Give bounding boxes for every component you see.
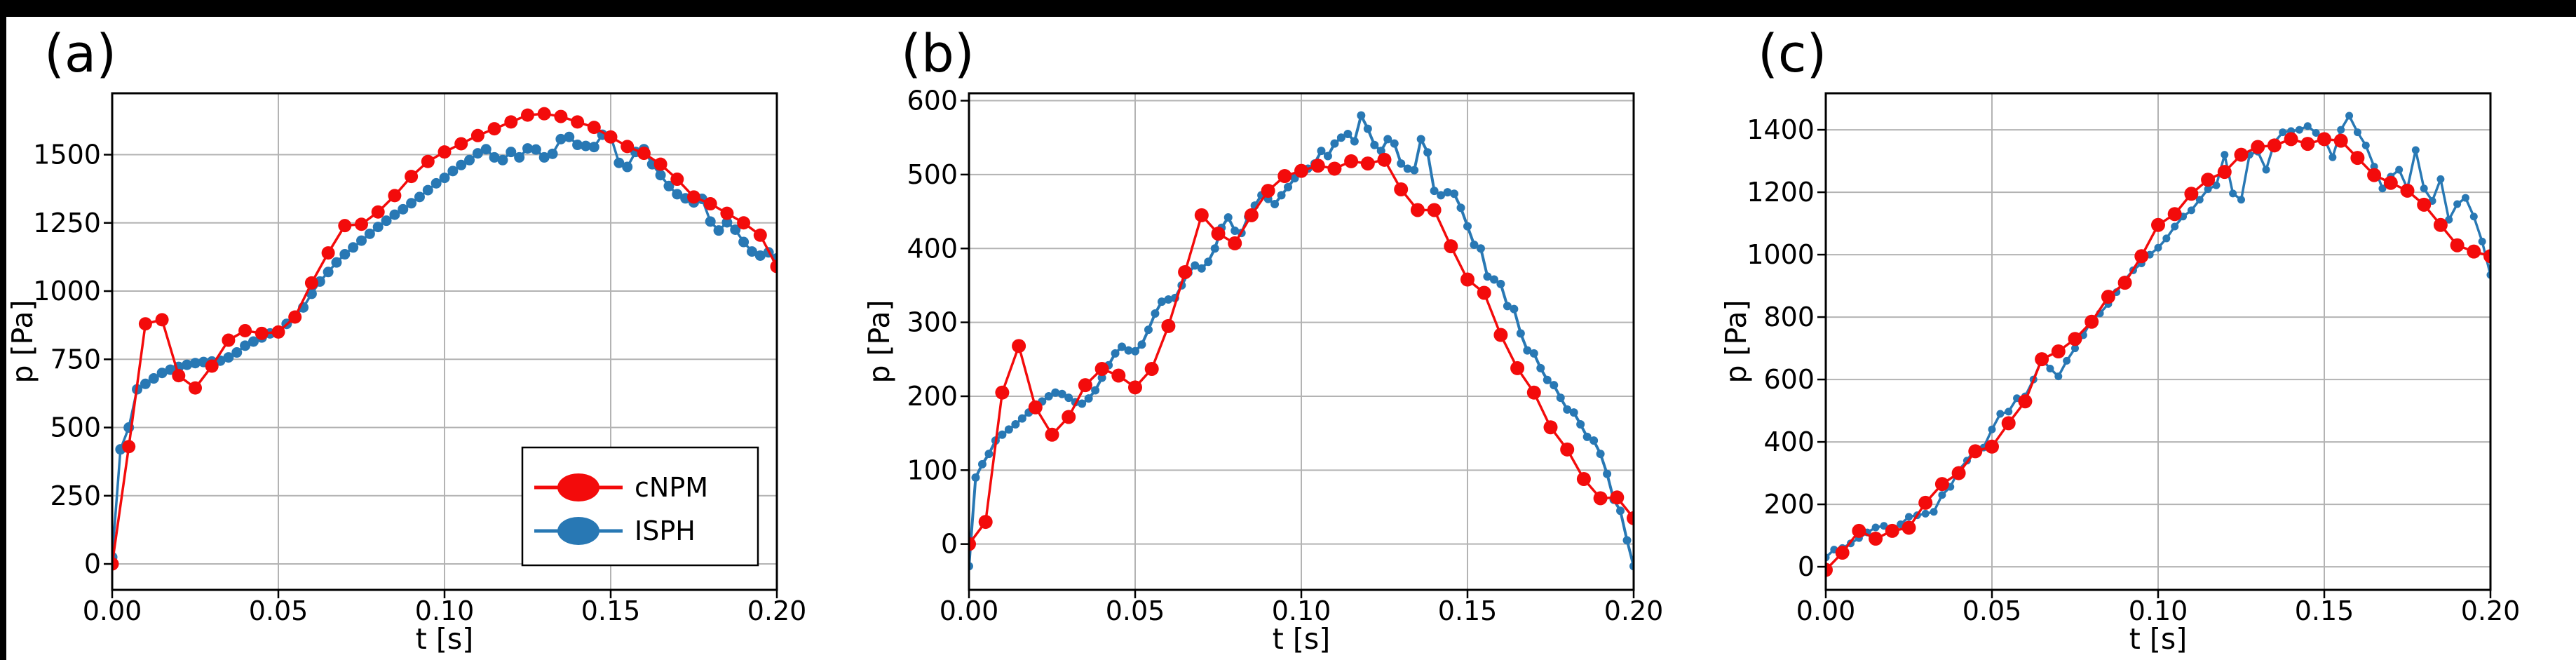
panel-c: 0.00 0.05 0.10 0.15 0.20 0 200 400 600 800 1000 120… — [1719, 24, 2520, 656]
legend-entry-cnpm: cNPM — [534, 472, 708, 503]
y-tick-label: 600 — [907, 86, 958, 116]
y-tick-label: 800 — [1763, 302, 1815, 332]
x-tick-label: 0.00 — [1796, 595, 1856, 626]
y-tick-label: 300 — [907, 307, 958, 338]
y-tick-label: 250 — [50, 480, 101, 511]
panel-label: (c) — [1758, 24, 1826, 84]
y-tick-label: 0 — [84, 548, 101, 579]
x-tick-label: 0.05 — [1962, 595, 2022, 626]
legend-label: ISPH — [635, 516, 696, 546]
y-axis-label: p [Pa] — [862, 299, 896, 383]
cnpm-markers — [112, 107, 777, 571]
top-border — [0, 0, 2576, 17]
y-tick-label: 1000 — [1747, 239, 1815, 270]
x-tick-label: 0.15 — [581, 595, 641, 626]
panel-b: 0.00 0.05 0.10 0.15 0.20 0 100 200 300 400 500 600 t… — [862, 24, 1663, 656]
x-tick-label: 0.00 — [83, 595, 142, 626]
y-tick-label: 600 — [1763, 364, 1815, 395]
legend-box — [521, 446, 759, 567]
y-tick-label: 400 — [1763, 426, 1815, 457]
legend: cNPM ISPH — [521, 446, 759, 567]
axis-ticks — [104, 154, 778, 598]
x-tick-label: 0.05 — [1106, 595, 1165, 626]
y-tick-label: 200 — [1763, 489, 1815, 520]
cnpm-markers — [1826, 132, 2490, 577]
x-axis-label: t [s] — [416, 622, 473, 656]
legend-marker-sample — [557, 473, 599, 501]
y-tick-label: 1400 — [1747, 114, 1815, 145]
axis-ticks — [1817, 128, 2492, 598]
x-tick-label: 0.20 — [2461, 595, 2521, 626]
x-tick-label: 0.10 — [2129, 595, 2188, 626]
x-tick-label: 0.20 — [1604, 595, 1664, 626]
series-cnpm — [969, 152, 1634, 551]
y-tick-label: 200 — [907, 381, 958, 412]
y-tick-label: 0 — [941, 529, 958, 560]
panel-label: (b) — [901, 24, 975, 84]
panel-a: 0.00 0.05 0.10 0.15 0.20 0 250 500 750 1000 1250 15… — [6, 24, 806, 656]
series-cnpm — [112, 107, 777, 571]
x-axis-label: t [s] — [1273, 622, 1330, 656]
legend-label: cNPM — [635, 472, 708, 503]
panel-label: (a) — [44, 24, 116, 84]
y-tick-label: 500 — [907, 159, 958, 190]
x-tick-label: 0.20 — [747, 595, 807, 626]
series-cnpm — [1826, 132, 2490, 577]
x-tick-label: 0.10 — [1272, 595, 1331, 626]
cnpm-markers — [969, 152, 1634, 551]
y-tick-label: 1200 — [1747, 177, 1815, 208]
y-axis-label: p [Pa] — [1719, 299, 1753, 383]
y-tick-label: 1250 — [33, 208, 101, 238]
legend-entry-isph: ISPH — [534, 516, 696, 546]
axis-ticks — [961, 100, 1635, 598]
legend-marker-sample — [557, 517, 599, 545]
left-border — [0, 0, 6, 660]
y-tick-label: 750 — [50, 344, 101, 375]
x-tick-label: 0.15 — [2295, 595, 2354, 626]
y-tick-label: 1000 — [33, 276, 101, 307]
y-tick-label: 100 — [907, 454, 958, 485]
x-tick-label: 0.15 — [1438, 595, 1498, 626]
x-tick-label: 0.10 — [415, 595, 475, 626]
y-tick-label: 0 — [1798, 551, 1815, 582]
y-tick-label: 1500 — [33, 140, 101, 170]
y-tick-label: 500 — [50, 412, 101, 443]
x-tick-label: 0.05 — [249, 595, 309, 626]
x-tick-label: 0.00 — [940, 595, 999, 626]
x-axis-label: t [s] — [2129, 622, 2187, 656]
y-axis-label: p [Pa] — [6, 299, 39, 383]
y-tick-label: 400 — [907, 233, 958, 264]
